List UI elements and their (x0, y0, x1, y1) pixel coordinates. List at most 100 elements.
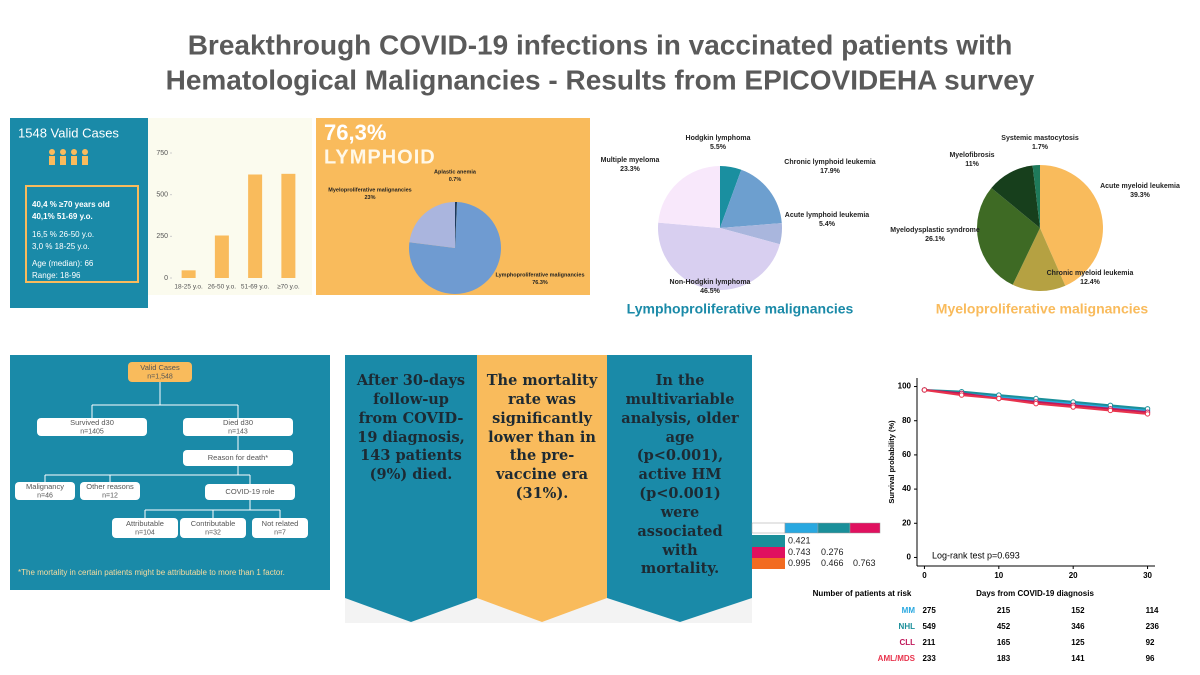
pie-slice (977, 187, 1040, 285)
cases-box (25, 185, 139, 283)
pie-slice (658, 222, 780, 291)
text-panel: After 30-days follow-up from COVID-19 di… (356, 372, 466, 484)
annotation: Log-rank test p=0.693 (932, 550, 1020, 560)
pie-slice (1040, 165, 1103, 286)
slice-value: 76.3% (532, 280, 548, 286)
slice-label: Chronic myeloid leukemia (1047, 270, 1134, 277)
slice-value: 46.5% (700, 288, 721, 295)
flowchart-panel (10, 355, 330, 590)
lymphoid-label: LYMPHOID (324, 146, 436, 168)
table-row-key (752, 535, 785, 547)
flow-label: Attributable (126, 519, 164, 528)
table-header-cell (817, 522, 851, 534)
risk-row-name: AML/MDS (878, 654, 916, 663)
cases-heading: 1548 Valid Cases (18, 125, 119, 140)
flow-label: Reason for death* (208, 453, 269, 462)
x-tick-label: ≥70 y.o. (277, 284, 300, 291)
text-panel-bg (607, 355, 752, 622)
y-tick-label: 20 (902, 518, 911, 527)
survival-marker (921, 387, 928, 393)
pie-title: Lymphoproliferative malignancies (627, 301, 854, 317)
y-axis-label: Survival probability (%) (887, 420, 896, 504)
slice-label: Lymphoproliferative malignancies (495, 272, 584, 278)
pie-slice (408, 202, 501, 295)
flow-count: n=46 (37, 492, 53, 499)
flow-label: Contributable (191, 519, 236, 528)
cases-line: 40,4 % ≥70 years old (32, 200, 110, 209)
flow-node (80, 482, 140, 500)
pie-slice (455, 202, 458, 248)
pie-slice (1032, 165, 1040, 228)
pie-slice (720, 223, 782, 245)
flow-count: n=104 (135, 529, 155, 536)
title-line: Breakthrough COVID-19 infections in vacc… (188, 29, 1013, 60)
risk-count: 452 (997, 622, 1011, 631)
flow-label: Survived d30 (70, 418, 114, 427)
x-tick-label: 10 (994, 571, 1003, 580)
slice-label: Multiple myeloma (601, 157, 660, 164)
y-tick-label: 750 (156, 150, 168, 157)
slice-value: 11% (965, 161, 979, 168)
flow-node (252, 518, 308, 538)
risk-count: 183 (997, 654, 1011, 663)
p-value: 0.466 (821, 558, 844, 568)
table-header-cell (784, 522, 819, 534)
survival-marker (1070, 404, 1076, 410)
y-tick-label: 40 (902, 484, 911, 493)
pie-slice (991, 165, 1040, 228)
slice-value: 0.7% (449, 177, 462, 183)
flow-node (15, 482, 75, 500)
cases-line: 16,5 % 26-50 y.o. (32, 230, 94, 239)
pie-slice (409, 202, 455, 248)
flow-footnote: *The mortality in certain patients might… (18, 568, 285, 577)
y-tick-label: 100 (898, 382, 912, 391)
risk-count: 152 (1071, 606, 1085, 615)
risk-count: 211 (922, 638, 935, 647)
y-tick-label: 250 (156, 233, 168, 240)
slice-label: Acute myeloid leukemia (1100, 183, 1180, 190)
risk-count: 346 (1071, 622, 1085, 631)
flow-node (37, 418, 147, 436)
x-tick-label: 30 (1143, 571, 1152, 580)
slice-value: 23.3% (620, 166, 641, 173)
flow-node (183, 450, 293, 466)
pie-slice (1012, 228, 1066, 291)
x-axis-label: Days from COVID-19 diagnosis (976, 589, 1094, 598)
risk-count: 233 (922, 654, 936, 663)
flow-label: Malignancy (26, 482, 64, 491)
flow-count: n=1,548 (147, 373, 173, 380)
slice-label: Non-Hodgkin lymphoma (670, 279, 751, 286)
p-value: 0.276 (821, 547, 844, 557)
slice-value: 12.4% (1080, 279, 1101, 286)
survival-marker (1033, 400, 1039, 407)
risk-count: 141 (1071, 654, 1085, 663)
flow-label: COVID-19 role (225, 487, 274, 496)
slice-value: 5.5% (710, 144, 727, 151)
slice-value: 1.7% (1032, 144, 1049, 151)
slice-value: 26.1% (925, 236, 946, 243)
flow-label: Not related (262, 519, 299, 528)
p-value: 0.995 (788, 558, 811, 568)
title-line: Hematological Malignancies - Results fro… (166, 64, 1035, 95)
y-tick-label: 500 (156, 192, 168, 199)
risk-row-name: CLL (899, 638, 915, 647)
slice-value: 39.3% (1130, 192, 1151, 199)
cases-panel (10, 118, 148, 308)
slice-label: Aplastic anemia (434, 169, 477, 175)
table-header-cell (751, 522, 786, 534)
p-value: 0.763 (853, 558, 876, 568)
cases-line: 40,1% 51-69 y.o. (32, 212, 93, 221)
text-panel: In the multivariable analysis, older age… (621, 372, 739, 578)
flow-count: n=7 (274, 529, 286, 536)
cases-line: Age (median): 66 (32, 259, 94, 268)
pie-title: Myeloproliferative malignancies (936, 301, 1149, 317)
survival-marker (1107, 407, 1114, 414)
risk-row-name: MM (902, 606, 916, 615)
x-tick-label: 18-25 y.o. (174, 284, 203, 291)
slice-label: Myeloproliferative malignancies (328, 187, 411, 193)
risk-count: 549 (922, 622, 936, 631)
x-tick-label: 51-69 y.o. (241, 284, 270, 291)
slice-value: 5.4% (819, 221, 836, 228)
text-panel: The mortality rate was significantly low… (486, 372, 598, 503)
